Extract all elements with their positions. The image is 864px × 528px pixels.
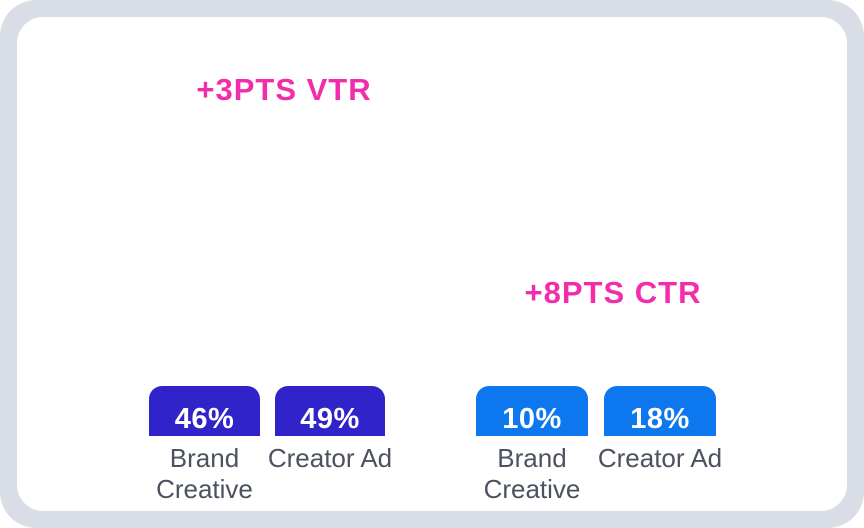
bar-column-vtr-brand-creative: 46% Brand Creative (149, 147, 260, 504)
bar-vtr-brand-creative: 46% (149, 386, 260, 436)
bar-vtr-creator-ad: 49% (275, 386, 385, 436)
category-label: Creator Ad (267, 443, 393, 473)
category-label: Brand Creative (483, 443, 581, 504)
category-label: Brand Creative (156, 443, 253, 504)
chart-card: +3PTS VTR +8PTS CTR (17, 17, 847, 511)
bar-column-vtr-creator-ad: 49% Creator Ad (268, 100, 392, 473)
bar-ctr-creator-ad: 18% (604, 386, 716, 436)
vtr-annotation: +3PTS VTR (196, 72, 372, 107)
bar-column-ctr-creator-ad: 18% Creator Ad (598, 312, 722, 473)
bar-value-label: 18% (630, 403, 690, 435)
bar-value-label: 46% (174, 403, 235, 435)
ctr-annotation: +8PTS CTR (524, 275, 702, 310)
bar-value-label: 49% (300, 403, 360, 435)
bar-column-ctr-brand-creative: 10% Brand Creative (476, 363, 588, 504)
bar-ctr-brand-creative: 10% (476, 386, 588, 436)
category-label: Creator Ad (597, 443, 723, 473)
bar-value-label: 10% (502, 403, 562, 435)
